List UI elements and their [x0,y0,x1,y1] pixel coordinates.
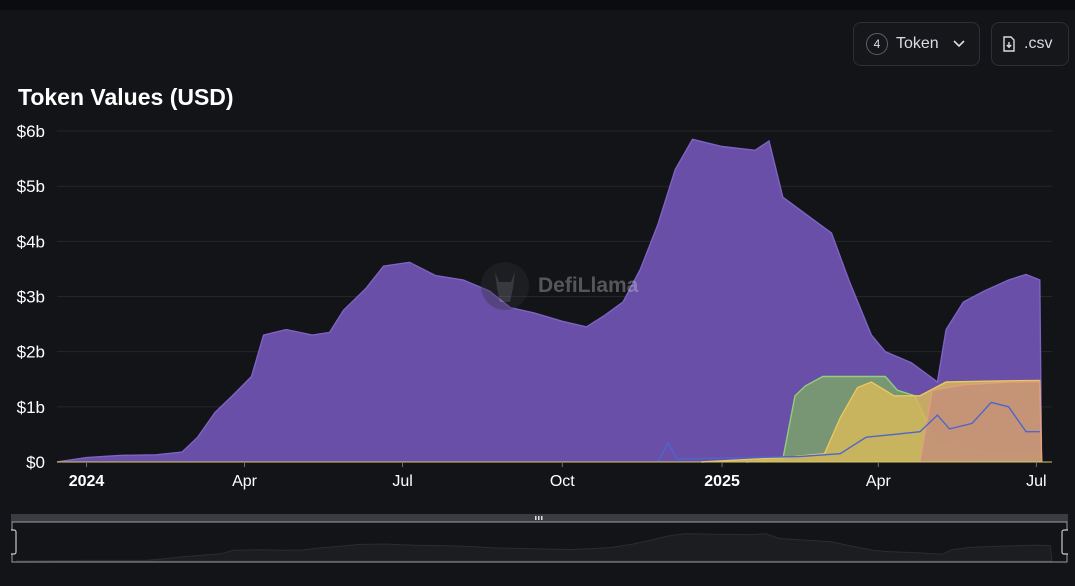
x-tick-label: Apr [232,473,258,490]
x-tick-label: Oct [550,473,575,490]
x-tick-label: Apr [866,473,892,490]
llama-logo-icon [481,262,529,310]
x-tick-label: 2024 [69,473,105,490]
chart-title: Token Values (USD) [18,84,234,110]
y-tick-label: $2b [17,343,45,362]
y-tick-label: $3b [17,288,45,307]
series-line-3 [919,380,1043,463]
range-brush[interactable] [11,514,1068,563]
y-tick-label: $1b [17,398,45,417]
series-line-4 [657,401,1040,463]
series-line-0 [56,138,1043,463]
watermark-text: DefiLlama [538,274,639,297]
brush-left-handle[interactable] [11,529,17,555]
y-tick-label: $4b [17,232,45,251]
token-count-badge: 4 [866,33,888,55]
series-line-2 [701,379,1043,463]
chevron-down-icon [953,40,965,48]
chart-controls: 4 Token .csv [853,22,1069,66]
x-tick-label: 2025 [704,473,740,490]
download-file-icon [1003,36,1015,52]
y-tick-label: $6b [17,122,45,141]
brush-right-handle[interactable] [1061,529,1068,555]
watermark: DefiLlama [480,258,638,314]
grip-icon[interactable] [535,516,543,520]
token-select-label: Token [896,35,939,52]
x-tick-label: Jul [392,473,412,490]
series-area-3 [920,381,1042,462]
token-select-button[interactable]: 4 Token [853,22,980,66]
brush-mini-chart [15,533,1053,562]
series-area-0 [57,139,1042,463]
download-csv-button[interactable]: .csv [991,22,1069,66]
y-tick-label: $5b [17,177,45,196]
top-bar [0,0,1075,10]
x-tick-label: Jul [1026,473,1046,490]
download-csv-label: .csv [1024,35,1053,52]
y-tick-label: $0 [26,453,45,472]
